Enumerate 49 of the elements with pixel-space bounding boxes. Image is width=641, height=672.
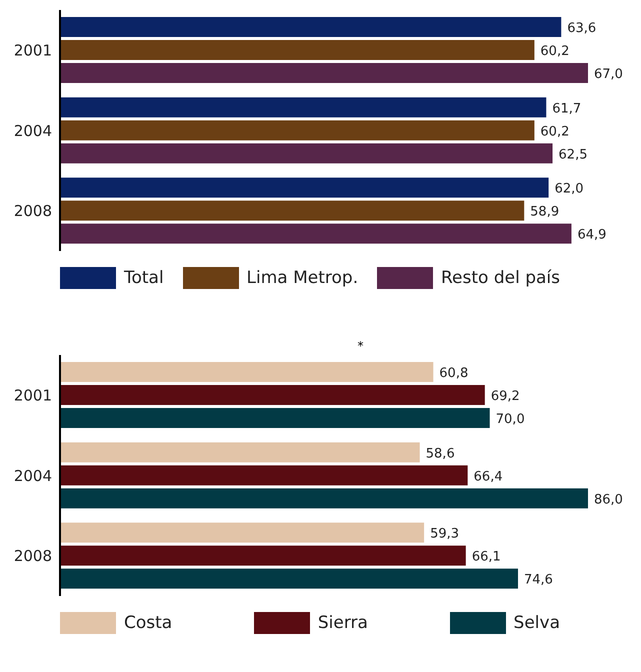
data-label: 67,0 <box>594 67 623 82</box>
y-tick-label: 2001 <box>14 41 52 60</box>
bar <box>60 546 466 566</box>
data-label: 64,9 <box>577 228 606 243</box>
y-tick-label: 2001 <box>14 386 52 404</box>
data-label: 58,6 <box>426 446 455 462</box>
y-tick-label: 2004 <box>14 466 52 485</box>
data-label: 66,1 <box>472 550 501 565</box>
data-label: 62,5 <box>558 147 588 162</box>
legend-label: Lima Metrop. <box>246 268 358 288</box>
data-label: 60,8 <box>439 366 468 381</box>
legend-label: Resto del país <box>440 268 560 288</box>
bar <box>60 200 524 221</box>
bar <box>60 143 553 164</box>
data-label: 86,0 <box>594 492 623 508</box>
data-label: 61,7 <box>552 101 582 116</box>
data-label: 69,2 <box>490 389 520 404</box>
bar <box>60 488 588 508</box>
bar <box>60 17 562 37</box>
y-tick-label: 2008 <box>14 202 52 220</box>
legend-label: Total <box>124 268 164 288</box>
y-tick-label: 2004 <box>14 122 52 140</box>
bar <box>60 568 518 589</box>
data-label: 60,2 <box>540 124 570 140</box>
data-label: 66,4 <box>474 469 503 484</box>
legend-label: Selva <box>514 613 560 633</box>
bar <box>60 178 549 198</box>
bar <box>60 63 588 83</box>
data-label: 62,0 <box>554 182 584 197</box>
bar <box>60 408 490 428</box>
data-label: 74,6 <box>524 572 553 588</box>
bar <box>60 97 546 118</box>
data-label: 59,3 <box>430 526 460 542</box>
bar <box>60 385 485 405</box>
y-tick-label: 2008 <box>14 547 52 566</box>
data-label: 58,9 <box>530 204 560 220</box>
bar <box>60 442 420 462</box>
legend-label: Sierra <box>318 613 368 633</box>
bar <box>60 120 534 140</box>
bar <box>60 40 534 60</box>
data-label: 60,2 <box>540 44 570 59</box>
data-label: 63,6 <box>567 21 596 36</box>
bar <box>60 362 434 382</box>
bar <box>60 522 424 543</box>
bar <box>60 224 572 244</box>
bar <box>60 465 468 486</box>
legend-label: Costa <box>124 613 172 633</box>
data-label: 70,0 <box>496 412 525 427</box>
text: * <box>356 339 364 353</box>
